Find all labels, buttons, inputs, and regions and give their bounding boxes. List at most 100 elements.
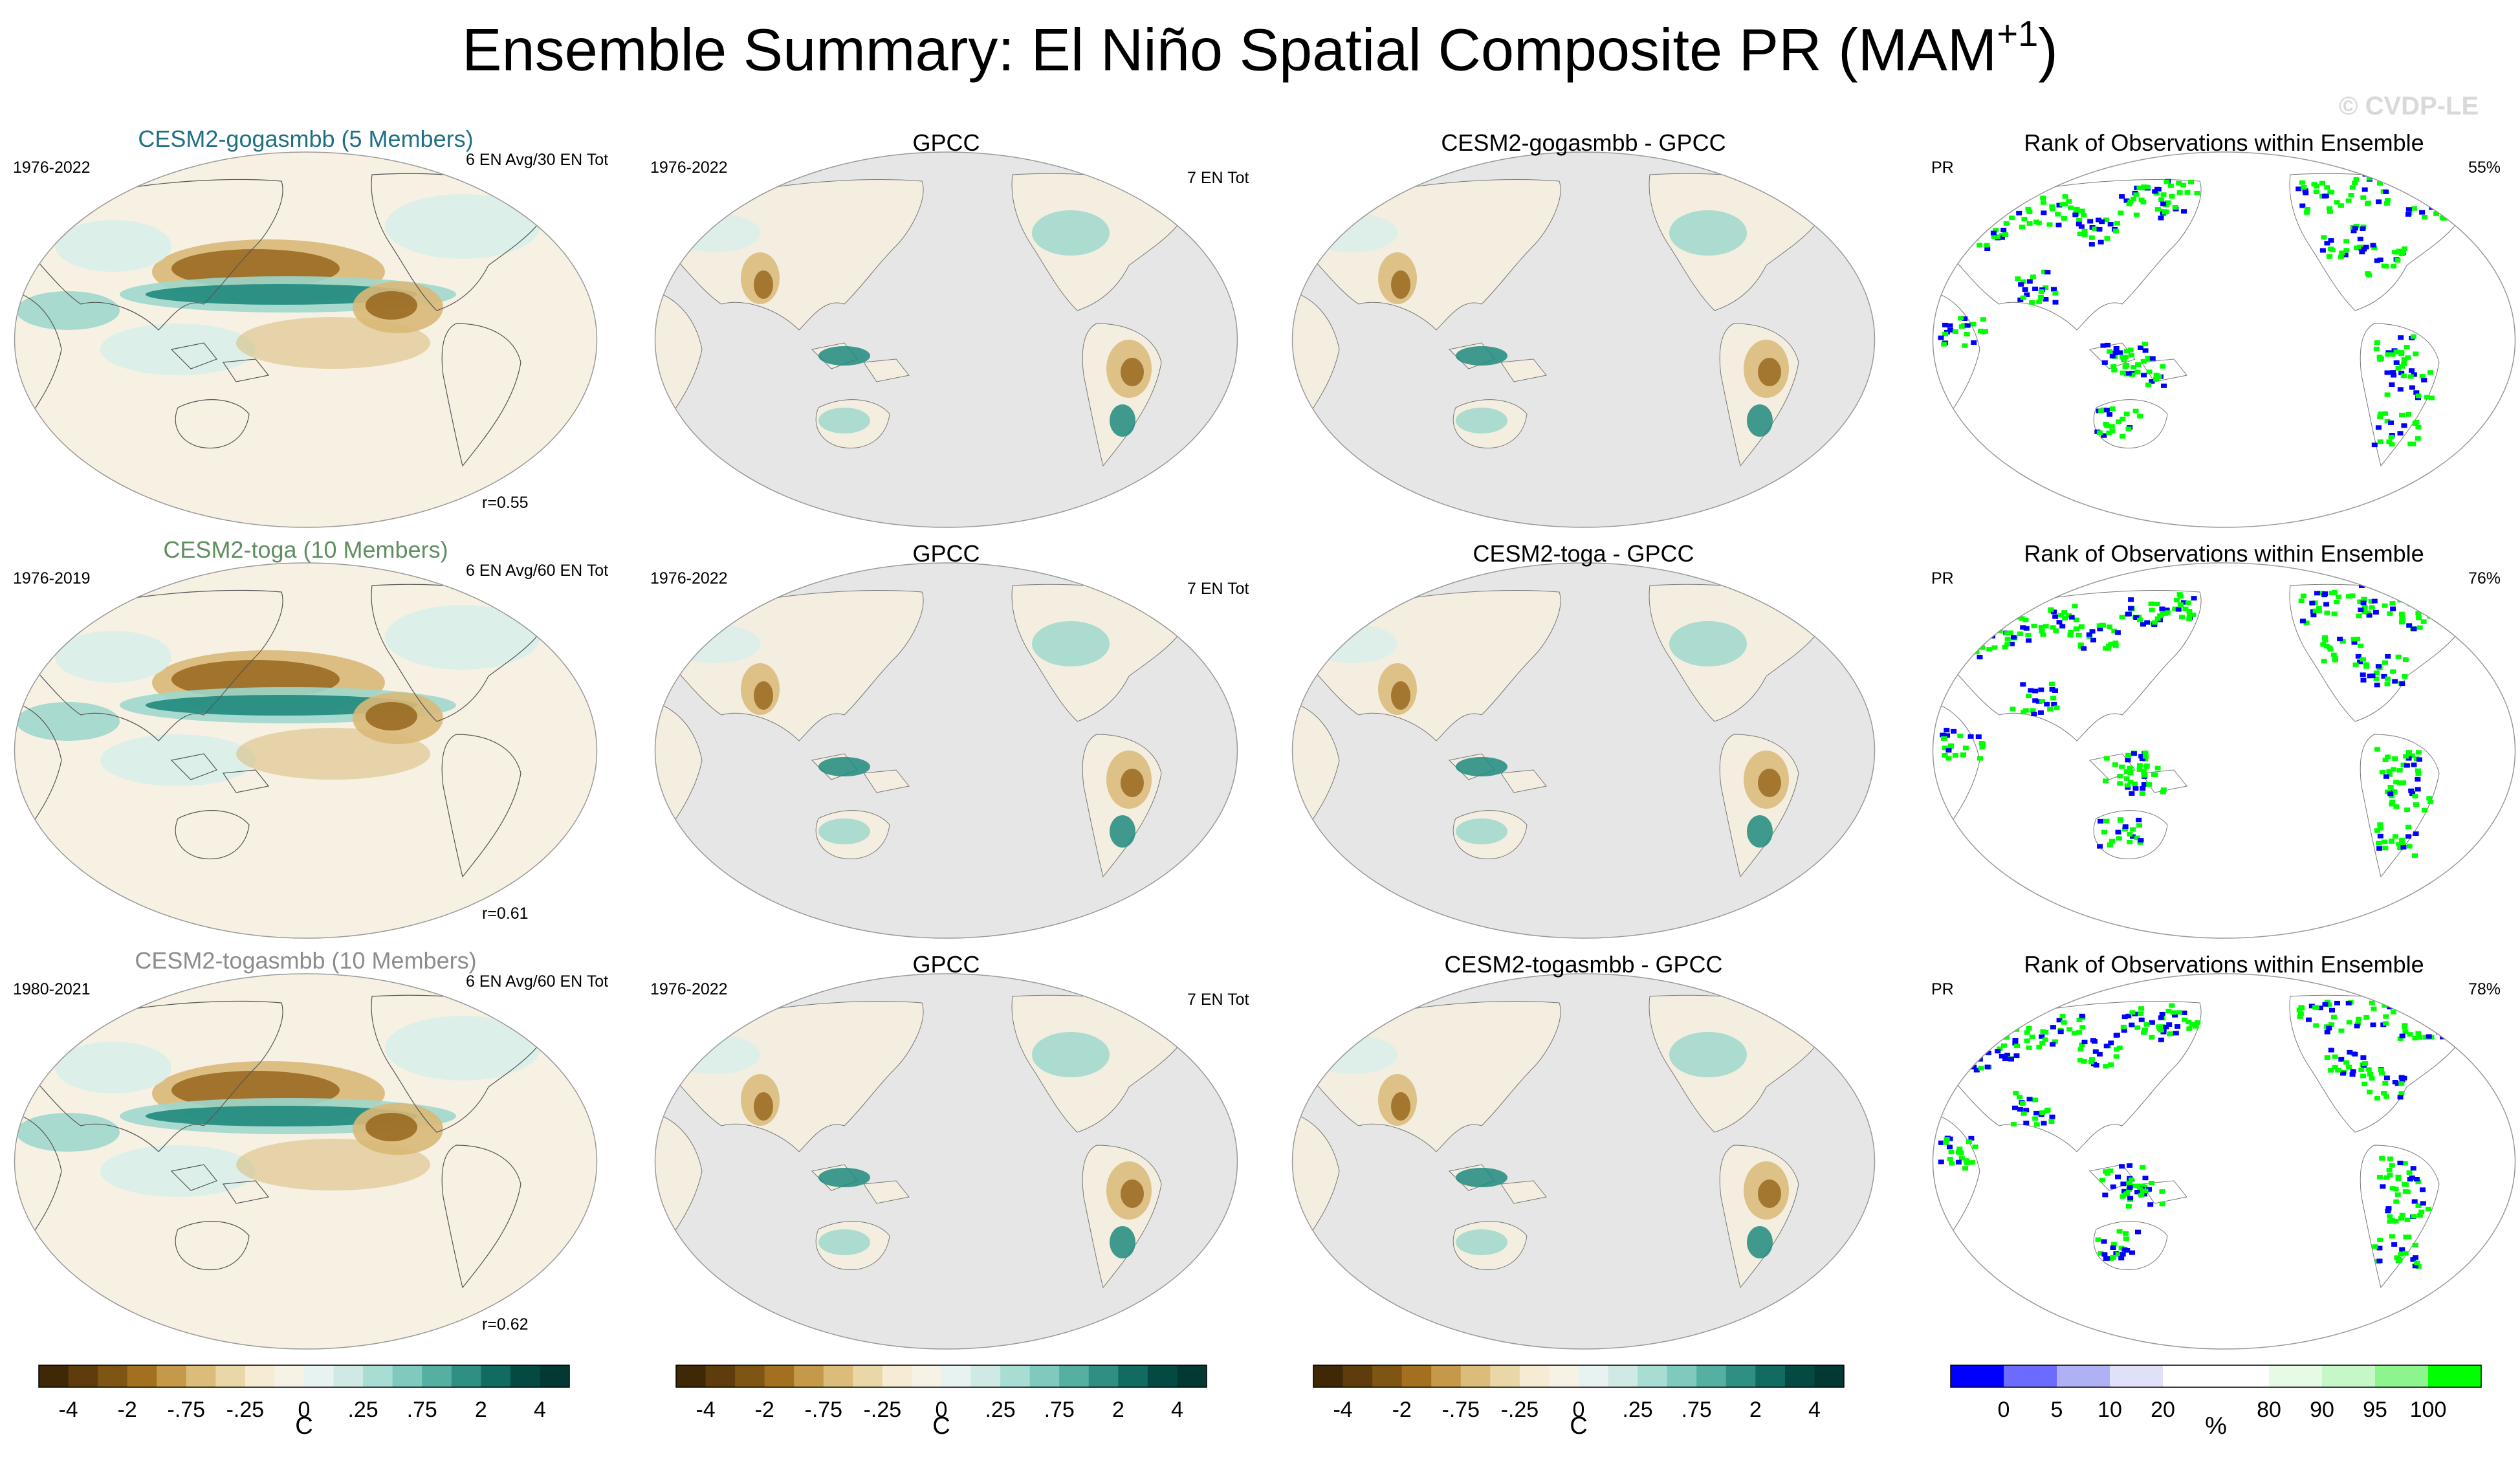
- rank-pixel: [2181, 1010, 2187, 1015]
- rank-pixel: [2120, 417, 2126, 421]
- rank-pixel: [2409, 368, 2415, 373]
- rank-pixel: [2066, 199, 2072, 204]
- colorbar-swatch: [1088, 1365, 1119, 1387]
- rank-pixel: [2189, 1022, 2195, 1027]
- rank-pixel: [2361, 187, 2368, 192]
- rank-pixel: [2363, 1015, 2370, 1020]
- colorbar-swatch: [39, 1365, 69, 1387]
- rank-pixel: [2062, 194, 2068, 199]
- coastline: [170, 342, 217, 369]
- rank-pixel: [1945, 756, 1952, 761]
- anomaly-blob: [1032, 621, 1110, 666]
- colorbar-swatch: [1784, 1365, 1815, 1387]
- rank-pixel: [2397, 431, 2404, 436]
- colorbar-swatch: [392, 1365, 422, 1387]
- rank-pixel: [2013, 1090, 2019, 1095]
- rank-pixel: [2158, 215, 2164, 221]
- rank-map-border: [1932, 562, 2516, 939]
- obs-title: GPCC: [912, 951, 980, 978]
- model-event-count: 6 EN Avg/60 EN Tot: [466, 562, 609, 580]
- obs-map-border: [654, 562, 1238, 939]
- rank-pixel: [2042, 1037, 2048, 1042]
- rank-pixel: [2389, 1163, 2395, 1168]
- rank-pixel: [2146, 782, 2153, 787]
- obs-map-row-2: [654, 562, 1238, 939]
- rank-pixel: [2077, 1058, 2083, 1063]
- rank-pixel: [2125, 611, 2131, 617]
- rank-pixel: [1944, 727, 1950, 732]
- obs-years: 1976-2022: [650, 980, 728, 998]
- rank-pixel: [2415, 768, 2421, 773]
- rank-pixel: [2039, 699, 2046, 704]
- rank-pixel: [2032, 698, 2039, 703]
- rank-pixel: [2121, 827, 2128, 831]
- colorbar-swatch: [304, 1365, 334, 1387]
- rank-pixel: [2397, 846, 2404, 851]
- rank-pixel: [2324, 1000, 2330, 1005]
- rank-pixel: [2109, 406, 2116, 411]
- rank-pixel: [2012, 1105, 2018, 1110]
- rank-pixel: [1955, 1159, 1962, 1165]
- rank-pixel: [2393, 1199, 2400, 1204]
- rank-pixel: [2433, 211, 2439, 216]
- rank-pixel: [2181, 209, 2187, 214]
- anomaly-blob: [818, 1168, 870, 1187]
- rank-pixel: [2324, 610, 2330, 615]
- colorbar-swatch: [1460, 1365, 1491, 1387]
- rank-pixel: [1997, 1028, 2004, 1033]
- rank-pixel: [1988, 1040, 1995, 1044]
- rank-pixel: [2419, 373, 2426, 378]
- rank-pixel: [2448, 985, 2454, 991]
- rank-pixel: [2415, 750, 2422, 755]
- rank-pixel: [1986, 647, 1993, 652]
- rank-pixel: [2376, 840, 2382, 846]
- diff-map-row-2: [1291, 562, 1876, 939]
- rank-pixel: [2433, 575, 2440, 580]
- rank-pixel: [2061, 1020, 2067, 1025]
- rank-pixel: [2052, 614, 2059, 619]
- rank-pixel: [2438, 1024, 2444, 1028]
- rank-pixel: [2338, 203, 2344, 208]
- rank-pixel: [2101, 360, 2108, 365]
- rank-pixel: [1949, 1161, 1955, 1166]
- rank-pixel: [2146, 1187, 2152, 1192]
- rank-pixel: [2439, 182, 2446, 188]
- colorbar-frame: [38, 1365, 570, 1388]
- rank-pixel: [2351, 640, 2358, 645]
- rank-pixel: [1949, 1048, 1955, 1053]
- rank-pixel: [2056, 620, 2063, 625]
- rank-pixel: [2303, 620, 2310, 626]
- colorbar-swatch: [127, 1365, 157, 1387]
- rank-pixel: [2398, 1216, 2404, 1221]
- rank-pixel: [2121, 358, 2127, 363]
- rank-pixel: [2103, 1044, 2110, 1049]
- rank-pixel: [2365, 201, 2371, 206]
- rank-pixel: [2164, 610, 2171, 615]
- pattern-correlation: r=0.62: [482, 1315, 529, 1333]
- rank-pixel: [2316, 606, 2322, 611]
- rank-pixel: [2051, 701, 2057, 707]
- rank-pixel: [2142, 1176, 2149, 1181]
- land: [1500, 358, 1547, 382]
- rank-pixel: [2397, 1036, 2404, 1041]
- colorbar-swatch: [1519, 1365, 1550, 1387]
- rank-pixel: [2314, 591, 2320, 596]
- rank-pixel: [2078, 624, 2085, 629]
- anomaly-blob: [1391, 1092, 1410, 1121]
- rank-pixel: [2352, 1051, 2358, 1057]
- model-map-border: [14, 151, 598, 528]
- colorbar-tick-label: -.25: [1501, 1398, 1539, 1422]
- rank-pixel: [2431, 983, 2437, 989]
- rank-pixel: [2389, 1186, 2396, 1191]
- rank-pixel: [1942, 753, 1948, 758]
- rank-pixel: [2024, 1038, 2030, 1044]
- rank-pixel: [1953, 1062, 1959, 1067]
- rank-pixel: [2088, 235, 2095, 240]
- anomaly-blob: [1758, 358, 1781, 386]
- rank-pixel: [2134, 835, 2140, 840]
- anomaly-blob: [236, 1139, 430, 1190]
- rank-pixel: [2390, 669, 2396, 674]
- rank-pixel: [2381, 674, 2387, 679]
- rank-pixel: [2004, 637, 2011, 642]
- rank-pixel: [2426, 186, 2432, 191]
